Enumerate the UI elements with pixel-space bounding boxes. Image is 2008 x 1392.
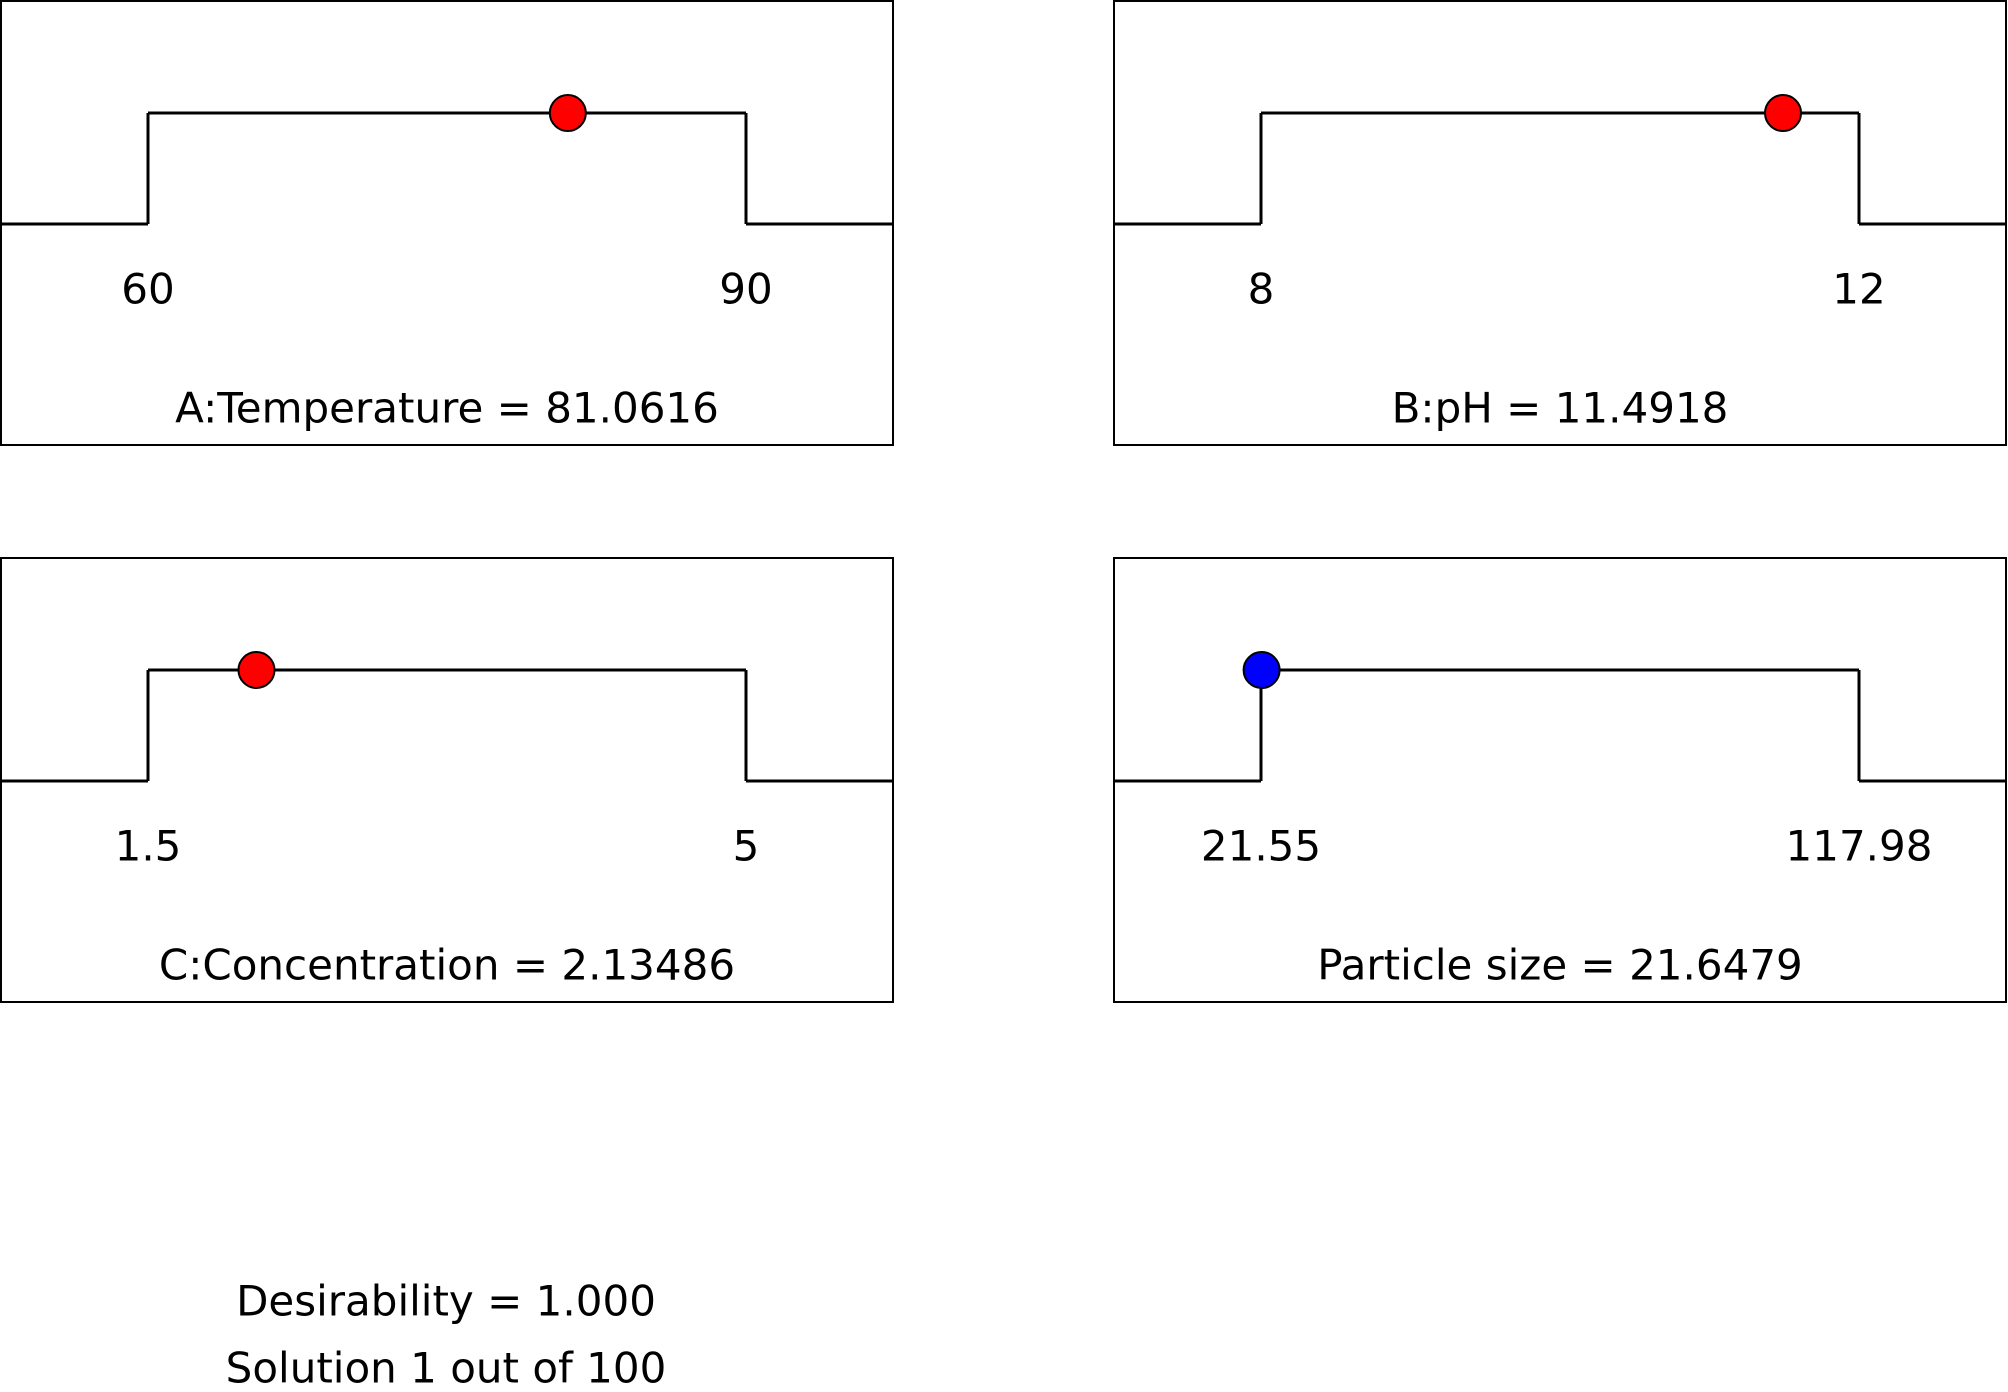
tick-label: 60 — [121, 265, 174, 314]
marker — [1242, 651, 1281, 689]
panel-title: B:pH = 11.4918 — [1392, 384, 1729, 433]
panel-title: C:Concentration = 2.13486 — [159, 941, 735, 990]
marker — [1764, 94, 1803, 132]
tick-label: 8 — [1248, 265, 1275, 314]
panel-title: A:Temperature = 81.0616 — [175, 384, 719, 433]
tick-label: 90 — [719, 265, 772, 314]
desirability: Desirability = 1.000 — [236, 1277, 656, 1326]
panel-frame — [0, 0, 894, 446]
marker — [237, 651, 276, 689]
tick-label: 12 — [1832, 265, 1885, 314]
marker — [548, 94, 587, 132]
panel-frame — [1113, 557, 2007, 1003]
solution: Solution 1 out of 100 — [226, 1344, 667, 1392]
tick-label: 117.98 — [1786, 822, 1933, 871]
tick-label: 1.5 — [115, 822, 182, 871]
panel-title: Particle size = 21.6479 — [1317, 941, 1803, 990]
panel-frame — [0, 557, 894, 1003]
tick-label: 21.55 — [1201, 822, 1321, 871]
tick-label: 5 — [733, 822, 760, 871]
